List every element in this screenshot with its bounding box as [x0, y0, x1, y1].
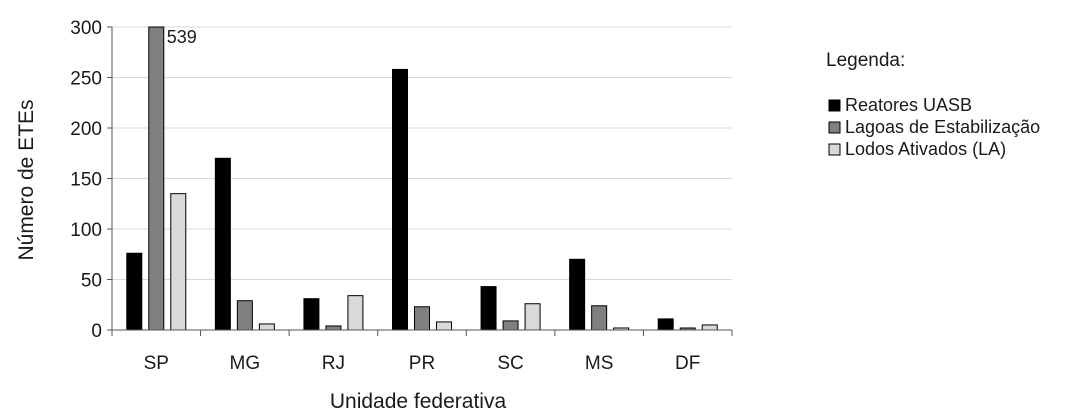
y-tick-label: 150 — [70, 170, 102, 191]
bar-df-series-3 — [701, 324, 718, 331]
y-axis-title: Número de ETEs — [15, 99, 38, 260]
legend-swatch-3 — [828, 143, 841, 156]
bar-pr-series-1 — [392, 68, 408, 331]
bar-sp-series-1 — [126, 252, 143, 331]
gridlines — [112, 26, 732, 280]
bar-mg-series-3 — [258, 323, 275, 331]
bar-sc-series-1 — [480, 286, 497, 331]
bar-sc-series-2 — [502, 320, 519, 331]
bar-rj-series-1 — [303, 298, 320, 331]
y-tick-label: 200 — [70, 119, 102, 140]
bars — [126, 26, 718, 331]
y-tick-label: 0 — [91, 321, 102, 342]
x-tick-label-rj: RJ — [322, 353, 345, 374]
bar-rj-series-3 — [347, 295, 364, 331]
bar-sc-series-3 — [524, 303, 541, 331]
bar-ms-series-1 — [569, 258, 586, 331]
y-tick-label: 300 — [70, 18, 102, 39]
y-tick-label: 250 — [70, 69, 102, 90]
x-axis-title: Unidade federativa — [330, 390, 507, 413]
data-label-539: 539 — [167, 27, 197, 47]
y-tick-label: 50 — [81, 271, 102, 292]
bar-pr-series-3 — [436, 321, 452, 331]
legend-swatch-1 — [828, 99, 841, 112]
legend-label-3: Lodos Ativados (LA) — [845, 139, 1006, 159]
legend-title: Legenda: — [826, 50, 905, 71]
bar-sp-series-2 — [148, 26, 165, 331]
bar-df-series-1 — [657, 318, 674, 331]
y-tick-label: 100 — [70, 220, 102, 241]
x-tick-label-df: DF — [675, 353, 700, 374]
legend-swatch-2 — [828, 121, 841, 134]
bar-sp-series-3 — [170, 193, 187, 331]
labels: 0 50 100 150 200 250 300 SP MG RJ PR SC MS DF 539 — [70, 18, 700, 374]
x-tick-label-mg: MG — [230, 353, 261, 374]
bar-mg-series-1 — [214, 157, 231, 331]
bar-rj-series-2 — [325, 325, 342, 331]
bar-pr-series-2 — [414, 306, 430, 331]
bar-ms-series-2 — [591, 305, 608, 331]
bar-mg-series-2 — [236, 300, 253, 331]
x-tick-label-ms: MS — [585, 353, 614, 374]
x-tick-label-pr: PR — [409, 353, 435, 374]
axes — [107, 26, 733, 336]
x-tick-label-sc: SC — [497, 353, 523, 374]
x-tick-label-sp: SP — [144, 353, 169, 374]
legend-label-2: Lagoas de Estabilização — [845, 117, 1040, 137]
legend-label-1: Reatores UASB — [845, 95, 972, 115]
